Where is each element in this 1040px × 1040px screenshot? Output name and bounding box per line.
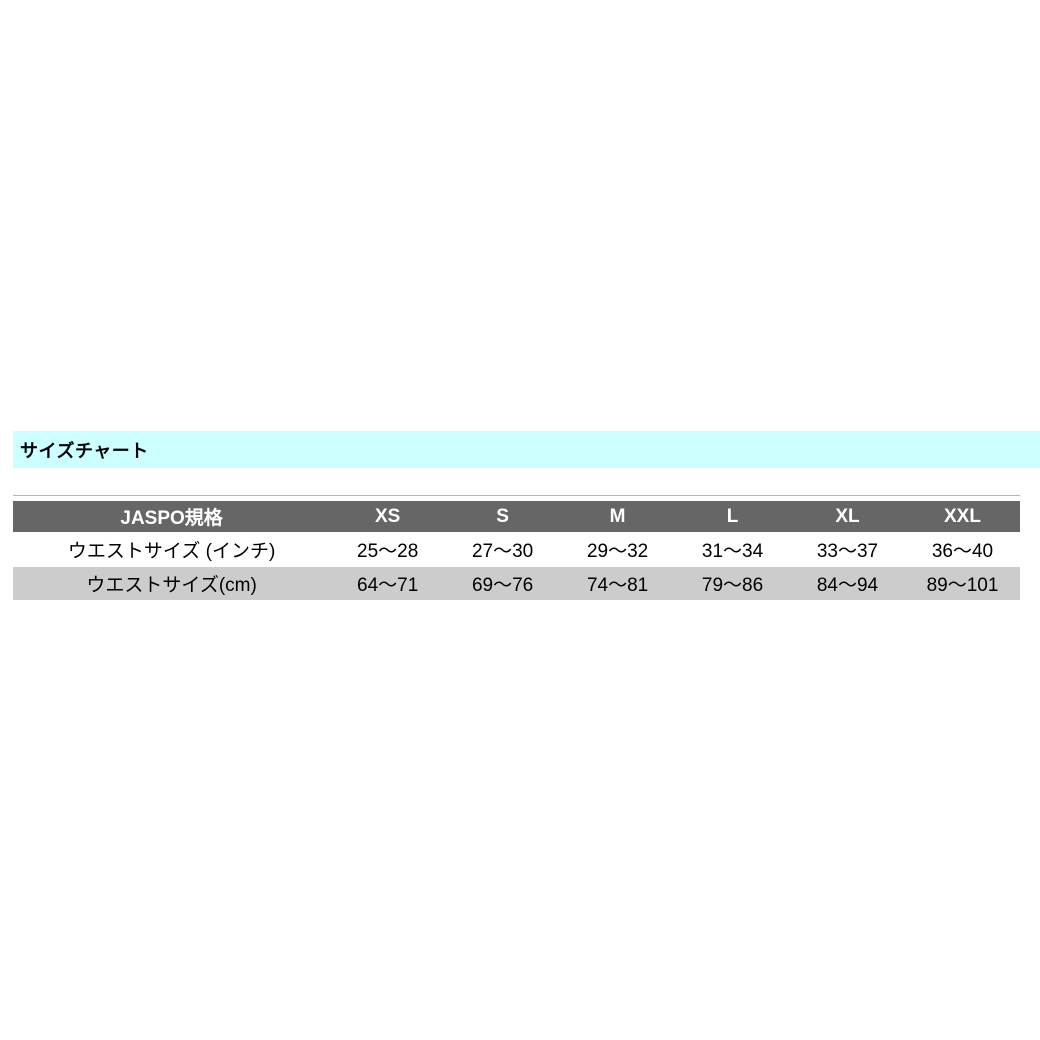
row-label-waist-cm: ウエストサイズ(cm) <box>13 567 331 600</box>
col-header-xxl: XXL <box>904 501 1020 532</box>
col-header-l: L <box>675 501 791 532</box>
size-chart-table: JASPO規格 XS S M L XL XXL ウエストサイズ (インチ) 25… <box>13 495 1020 600</box>
cell-inch-xl: 33〜37 <box>790 532 905 567</box>
cell-inch-l: 31〜34 <box>675 532 791 567</box>
cell-inch-s: 27〜30 <box>445 532 561 567</box>
col-header-s: S <box>445 501 561 532</box>
cell-cm-xs: 64〜71 <box>330 567 446 600</box>
cell-inch-xs: 25〜28 <box>330 532 446 567</box>
col-header-xl: XL <box>790 501 905 532</box>
cell-cm-m: 74〜81 <box>560 567 676 600</box>
cell-cm-s: 69〜76 <box>445 567 561 600</box>
col-header-xs: XS <box>330 501 446 532</box>
table-row-waist-inches: ウエストサイズ (インチ) 25〜28 27〜30 29〜32 31〜34 33… <box>13 532 1020 567</box>
table-row-waist-cm: ウエストサイズ(cm) 64〜71 69〜76 74〜81 79〜86 84〜9… <box>13 567 1020 600</box>
size-table: JASPO規格 XS S M L XL XXL ウエストサイズ (インチ) 25… <box>13 501 1020 600</box>
table-header-row: JASPO規格 XS S M L XL XXL <box>13 501 1020 532</box>
row-label-waist-inches: ウエストサイズ (インチ) <box>13 532 331 567</box>
cell-inch-xxl: 36〜40 <box>904 532 1020 567</box>
cell-cm-l: 79〜86 <box>675 567 791 600</box>
cell-cm-xl: 84〜94 <box>790 567 905 600</box>
col-header-jaspo-standard: JASPO規格 <box>13 501 331 532</box>
size-chart-title: サイズチャート <box>20 440 149 461</box>
cell-inch-m: 29〜32 <box>560 532 676 567</box>
cell-cm-xxl: 89〜101 <box>904 567 1020 600</box>
col-header-m: M <box>560 501 676 532</box>
size-chart-banner: サイズチャート <box>13 431 1040 468</box>
